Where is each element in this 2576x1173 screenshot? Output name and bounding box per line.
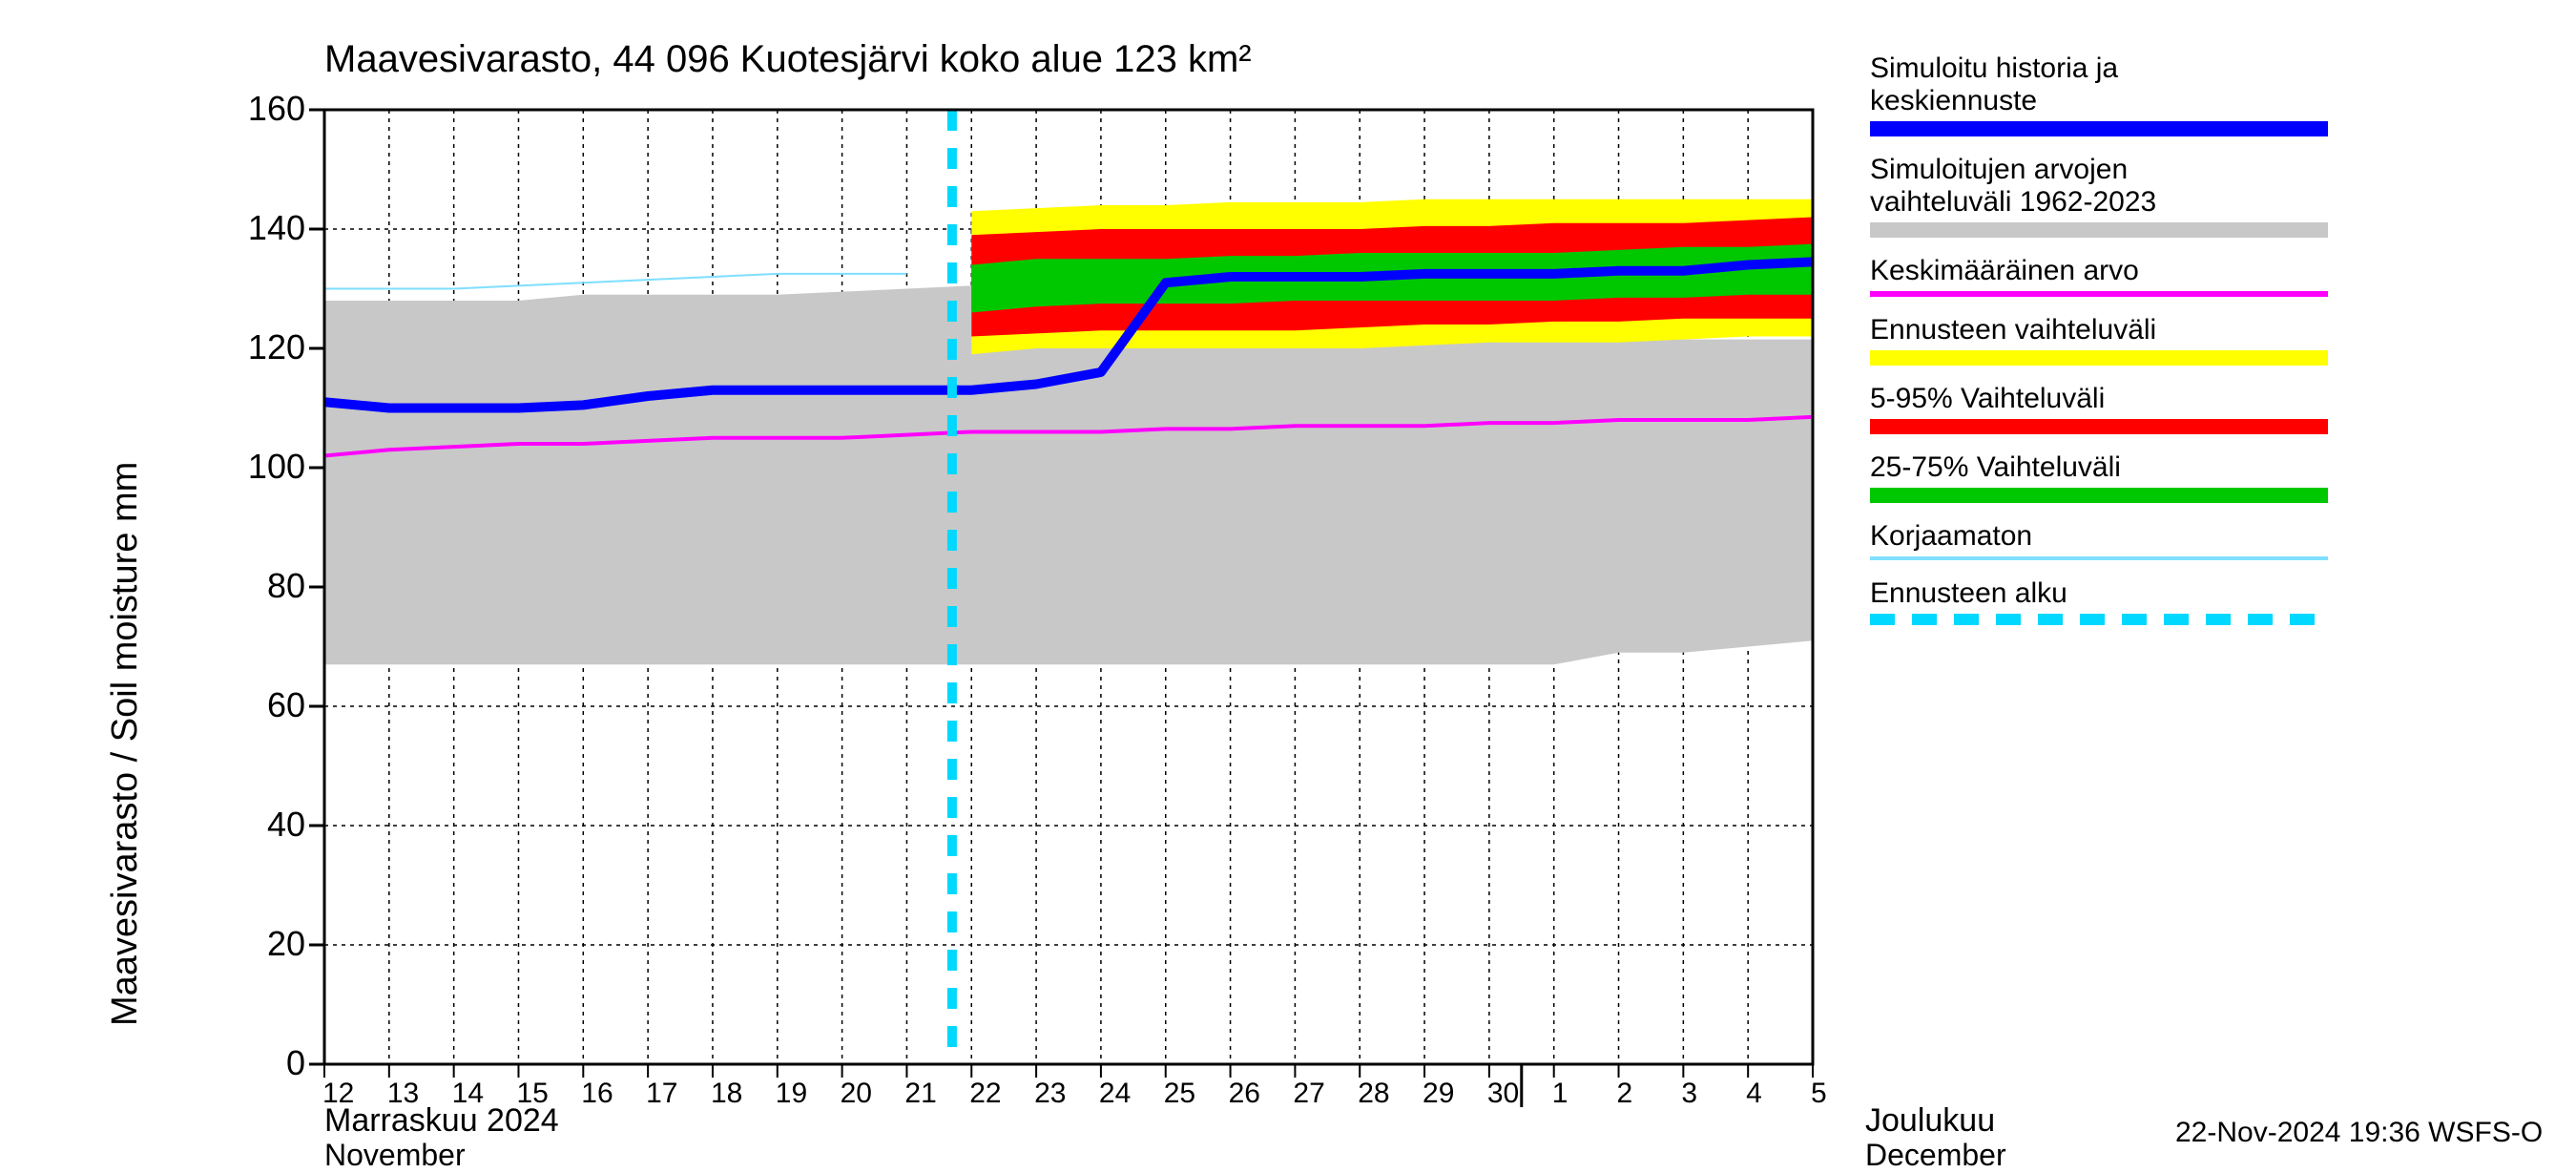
x-tick-label: 29 [1423,1078,1454,1110]
legend-swatch [1870,121,2328,136]
y-tick-label: 80 [219,566,305,606]
month-label-1b: Joulukuu [1865,1102,1995,1140]
legend-label: Korjaamaton [1870,520,2032,553]
x-tick-label: 18 [711,1078,742,1110]
legend-label: 5-95% Vaihteluväli [1870,383,2105,415]
x-tick-label: 21 [904,1078,936,1110]
x-tick-label: 4 [1746,1078,1762,1110]
plot-area [0,0,2576,1145]
y-tick-label: 120 [219,327,305,367]
legend-label: vaihteluväli 1962-2023 [1870,186,2156,219]
chart-container: Maavesivarasto, 44 096 Kuotesjärvi koko … [0,0,2576,1145]
legend-swatch [1870,222,2328,238]
legend-swatch [1870,350,2328,366]
x-tick-label: 5 [1811,1078,1827,1110]
x-tick-label: 24 [1099,1078,1131,1110]
x-tick-label: 20 [841,1078,872,1110]
legend-label: keskiennuste [1870,85,2037,117]
y-tick-label: 40 [219,805,305,845]
y-tick-label: 140 [219,208,305,248]
month-label-2a: November [324,1138,466,1173]
x-tick-label: 26 [1229,1078,1260,1110]
legend-label: 25-75% Vaihteluväli [1870,451,2121,484]
footer-timestamp: 22-Nov-2024 19:36 WSFS-O [2175,1117,2543,1149]
month-label-2b: December [1865,1138,2006,1173]
month-label-1a: Marraskuu 2024 [324,1102,559,1140]
x-tick-label: 23 [1034,1078,1066,1110]
y-tick-label: 160 [219,89,305,129]
x-tick-label: 16 [581,1078,613,1110]
y-tick-label: 20 [219,924,305,964]
legend-swatch [1870,419,2328,434]
x-tick-label: 2 [1617,1078,1633,1110]
x-tick-label: 28 [1358,1078,1389,1110]
x-tick-label: 27 [1293,1078,1324,1110]
x-tick-label: 1 [1552,1078,1568,1110]
x-tick-label: 17 [646,1078,677,1110]
x-tick-label: 3 [1681,1078,1697,1110]
x-tick-label: 22 [969,1078,1001,1110]
legend-label: Ennusteen alku [1870,577,2067,610]
legend-swatch [1870,556,2328,560]
x-tick-label: 30 [1487,1078,1519,1110]
y-tick-label: 60 [219,685,305,725]
legend-label: Simuloitujen arvojen [1870,154,2128,186]
legend-label: Simuloitu historia ja [1870,52,2118,85]
legend-swatch [1870,291,2328,297]
legend-swatch [1870,488,2328,503]
y-tick-label: 0 [219,1043,305,1083]
legend-label: Keskimääräinen arvo [1870,255,2139,287]
y-tick-label: 100 [219,447,305,487]
x-tick-label: 19 [776,1078,807,1110]
legend-label: Ennusteen vaihteluväli [1870,314,2156,346]
x-tick-label: 25 [1164,1078,1195,1110]
legend-swatch [1870,614,2328,625]
